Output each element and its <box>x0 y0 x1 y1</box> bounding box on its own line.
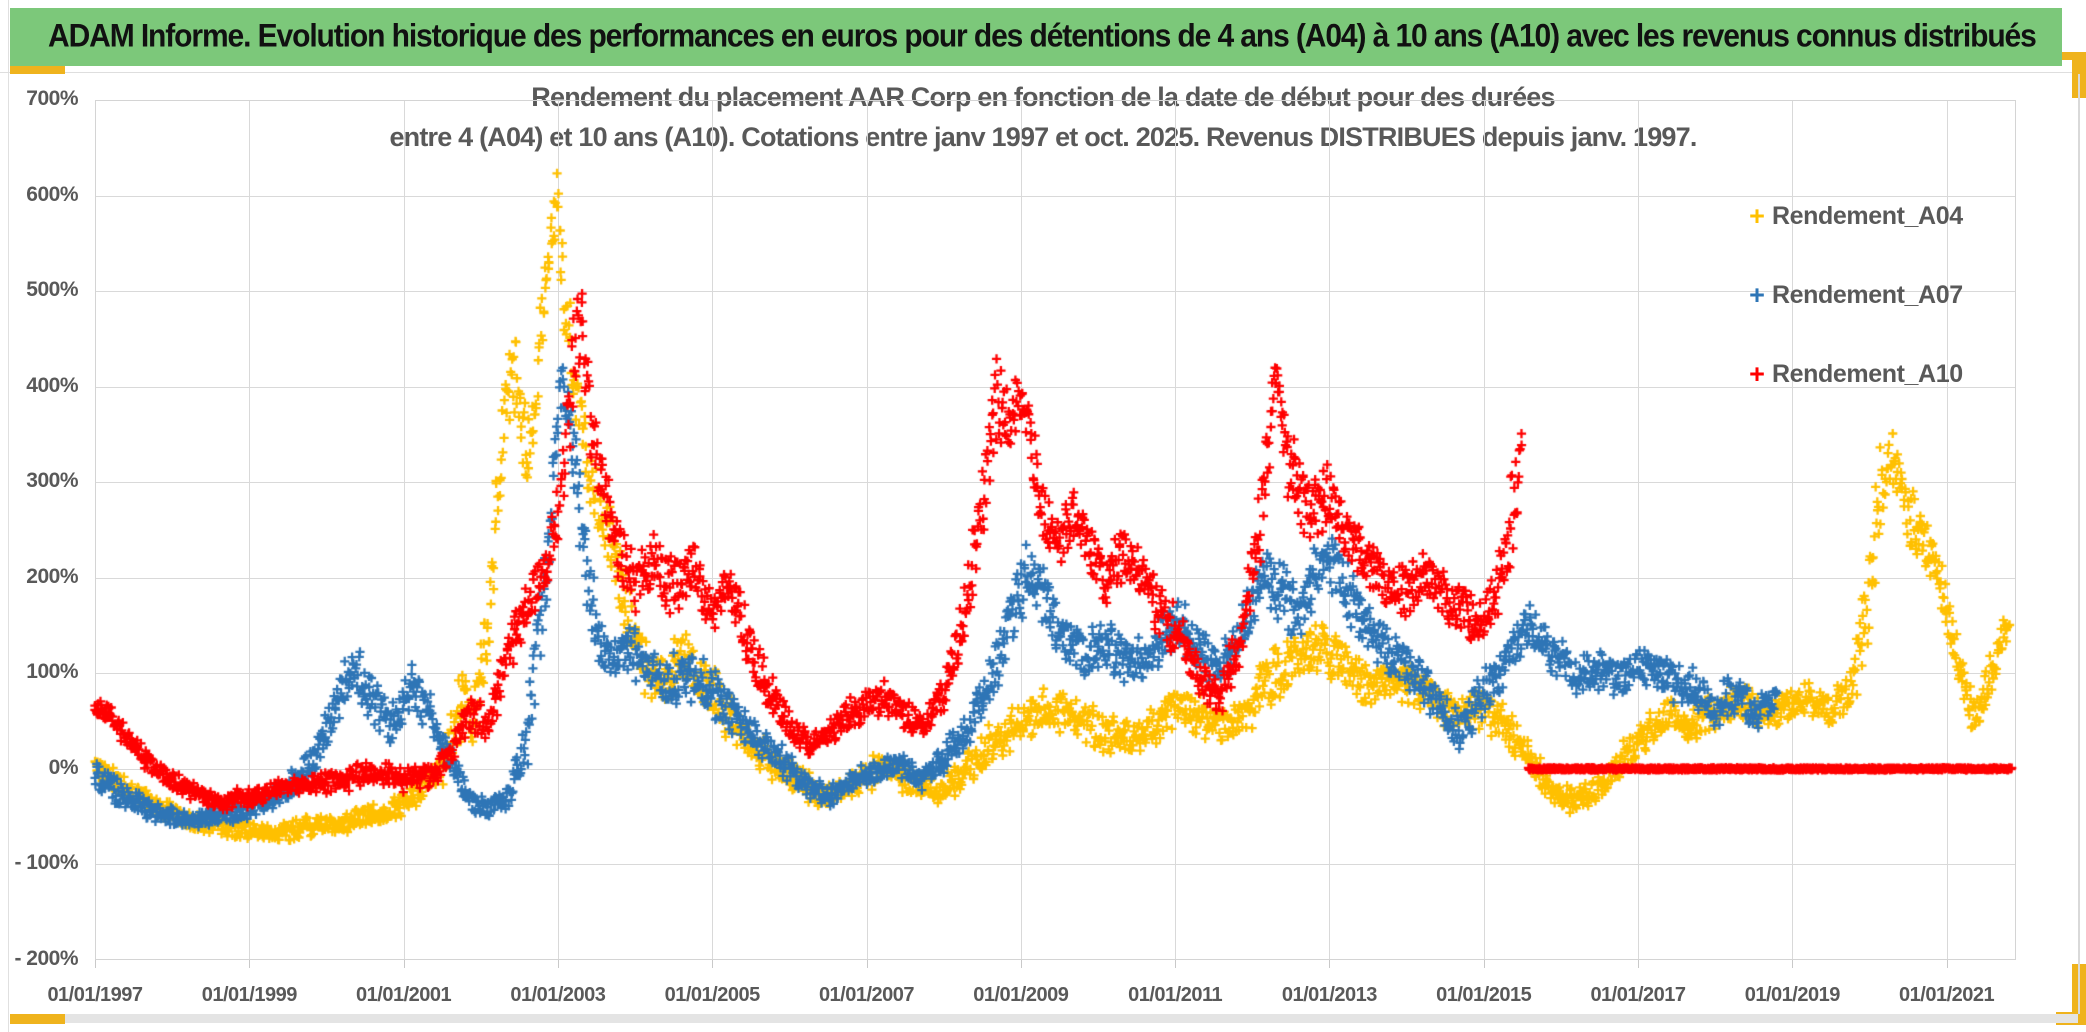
y-tick-label: 600% <box>26 182 78 206</box>
y-tick-label: 0% <box>48 755 79 779</box>
x-tick-label: 01/01/2001 <box>356 984 452 1006</box>
x-tick-label: 01/01/1999 <box>201 984 298 1006</box>
y-tick-label: 500% <box>26 278 78 302</box>
legend-label: Rendement_A04 <box>1772 201 1963 230</box>
legend-plus-marker-icon: + <box>1749 359 1765 389</box>
x-tick-label: 01/01/2003 <box>510 984 606 1006</box>
x-tick-label: 01/01/2013 <box>1281 984 1378 1006</box>
legend-label: Rendement_A07 <box>1772 280 1963 309</box>
y-tick-label: - 100% <box>14 851 78 875</box>
legend-plus-marker-icon: + <box>1749 201 1765 231</box>
x-tick-label: 01/01/2011 <box>1128 984 1223 1006</box>
legend-item-rendement_a07: + Rendement_A07 <box>1742 279 1963 311</box>
y-tick-label: 700% <box>26 87 78 110</box>
x-tick-label: 01/01/2019 <box>1744 984 1841 1006</box>
legend: + Rendement_A04 + Rendement_A07 + Rendement_A… <box>1742 200 1963 437</box>
x-tick-label: 01/01/2015 <box>1436 984 1532 1006</box>
legend-item-rendement_a04: + Rendement_A04 <box>1742 200 1963 232</box>
legend-label: Rendement_A10 <box>1772 359 1963 388</box>
x-tick-label: 01/01/1997 <box>47 984 143 1006</box>
x-tick-label: 01/01/2021 <box>1899 984 1995 1006</box>
y-tick-label: - 200% <box>14 947 78 970</box>
x-tick-label: 01/01/2017 <box>1590 984 1686 1006</box>
y-tick-label: 100% <box>26 660 78 684</box>
legend-plus-marker-icon: + <box>1749 280 1765 310</box>
y-tick-label: 200% <box>26 564 78 588</box>
x-tick-label: 01/01/2007 <box>818 984 915 1006</box>
y-tick-label: 400% <box>26 373 78 397</box>
x-tick-label: 01/01/2005 <box>664 984 761 1006</box>
y-tick-label: 300% <box>26 469 78 493</box>
legend-item-rendement_a10: + Rendement_A10 <box>1742 358 1963 390</box>
x-tick-label: 01/01/2009 <box>973 984 1069 1006</box>
